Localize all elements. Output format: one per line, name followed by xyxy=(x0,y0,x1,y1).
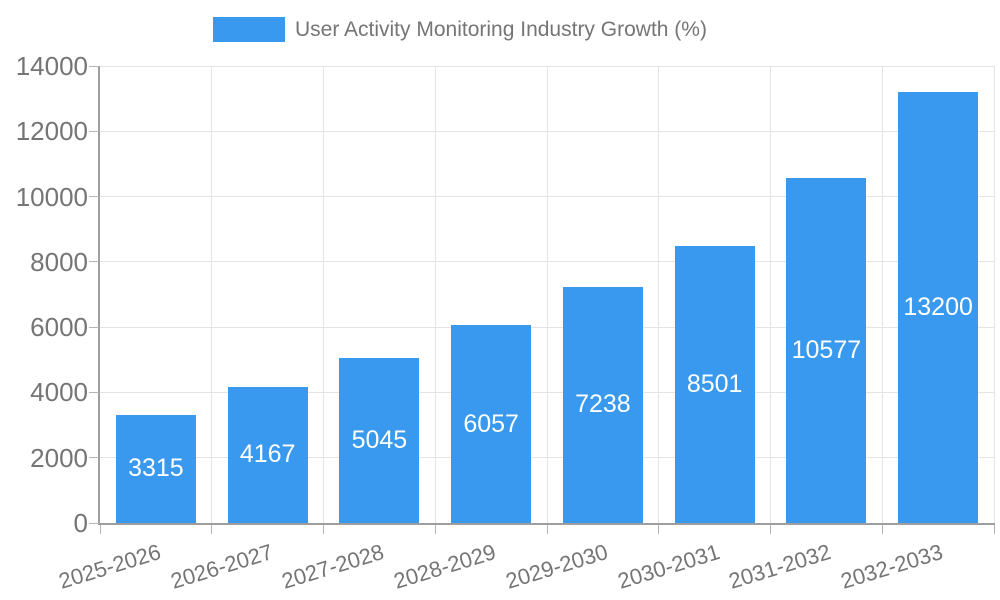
x-tick xyxy=(323,525,324,534)
y-tick-label: 4000 xyxy=(30,377,88,408)
y-tick-label: 2000 xyxy=(30,442,88,473)
v-gridline xyxy=(211,66,213,523)
bar-2025-2026[interactable]: 3315 xyxy=(115,414,196,523)
bar-2027-2028[interactable]: 5045 xyxy=(339,358,420,523)
bar-value-label: 13200 xyxy=(903,293,973,322)
y-axis-line xyxy=(98,66,100,525)
x-tick xyxy=(99,525,101,534)
x-tick xyxy=(993,525,995,534)
y-tick-label: 6000 xyxy=(30,312,88,343)
y-tick xyxy=(89,261,99,263)
v-gridline xyxy=(434,66,436,523)
x-tick xyxy=(434,525,436,534)
y-tick-label: 14000 xyxy=(15,51,88,81)
v-gridline xyxy=(770,66,771,523)
y-tick-label: 12000 xyxy=(15,116,88,147)
bar-value-label: 4167 xyxy=(239,440,296,469)
x-tick xyxy=(770,525,771,534)
bar-value-label: 5045 xyxy=(351,426,408,455)
x-tick xyxy=(658,525,660,534)
legend-item[interactable]: User Activity Monitoring Industry Growth… xyxy=(213,17,707,42)
bar-2029-2030[interactable]: 7238 xyxy=(562,286,643,523)
y-tick-label: 10000 xyxy=(15,181,88,212)
v-gridline xyxy=(881,66,883,523)
bar-2031-2032[interactable]: 10577 xyxy=(786,177,867,523)
bar-2030-2031[interactable]: 8501 xyxy=(674,245,755,523)
bar-2026-2027[interactable]: 4167 xyxy=(227,386,308,523)
bar-value-label: 8501 xyxy=(686,369,743,398)
plot-area: 3315 4167 5045 6057 7238 8501 10577 13200 xyxy=(100,65,995,523)
y-tick xyxy=(89,196,99,198)
x-tick xyxy=(211,525,213,534)
y-tick xyxy=(89,522,99,524)
y-tick xyxy=(89,457,99,459)
y-tick-label: 8000 xyxy=(30,246,88,277)
y-tick-label: 0 xyxy=(73,508,88,538)
v-gridline xyxy=(546,66,548,523)
y-tick xyxy=(89,326,99,328)
bar-value-label: 6057 xyxy=(463,409,519,438)
legend-swatch-icon xyxy=(213,17,285,42)
bar-2028-2029[interactable]: 6057 xyxy=(451,325,532,523)
x-tick xyxy=(546,525,548,534)
bar-value-label: 7238 xyxy=(575,390,631,419)
x-tick xyxy=(881,525,883,534)
y-tick xyxy=(89,391,99,393)
x-axis-line xyxy=(98,523,995,525)
bar-2032-2033[interactable]: 13200 xyxy=(898,92,979,523)
v-gridline xyxy=(323,66,324,523)
v-gridline xyxy=(993,66,995,523)
legend-label: User Activity Monitoring Industry Growth… xyxy=(295,18,707,41)
bar-value-label: 3315 xyxy=(128,454,184,483)
y-tick xyxy=(89,130,99,132)
y-tick xyxy=(89,65,99,67)
v-gridline xyxy=(658,66,660,523)
bar-value-label: 10577 xyxy=(791,335,862,364)
